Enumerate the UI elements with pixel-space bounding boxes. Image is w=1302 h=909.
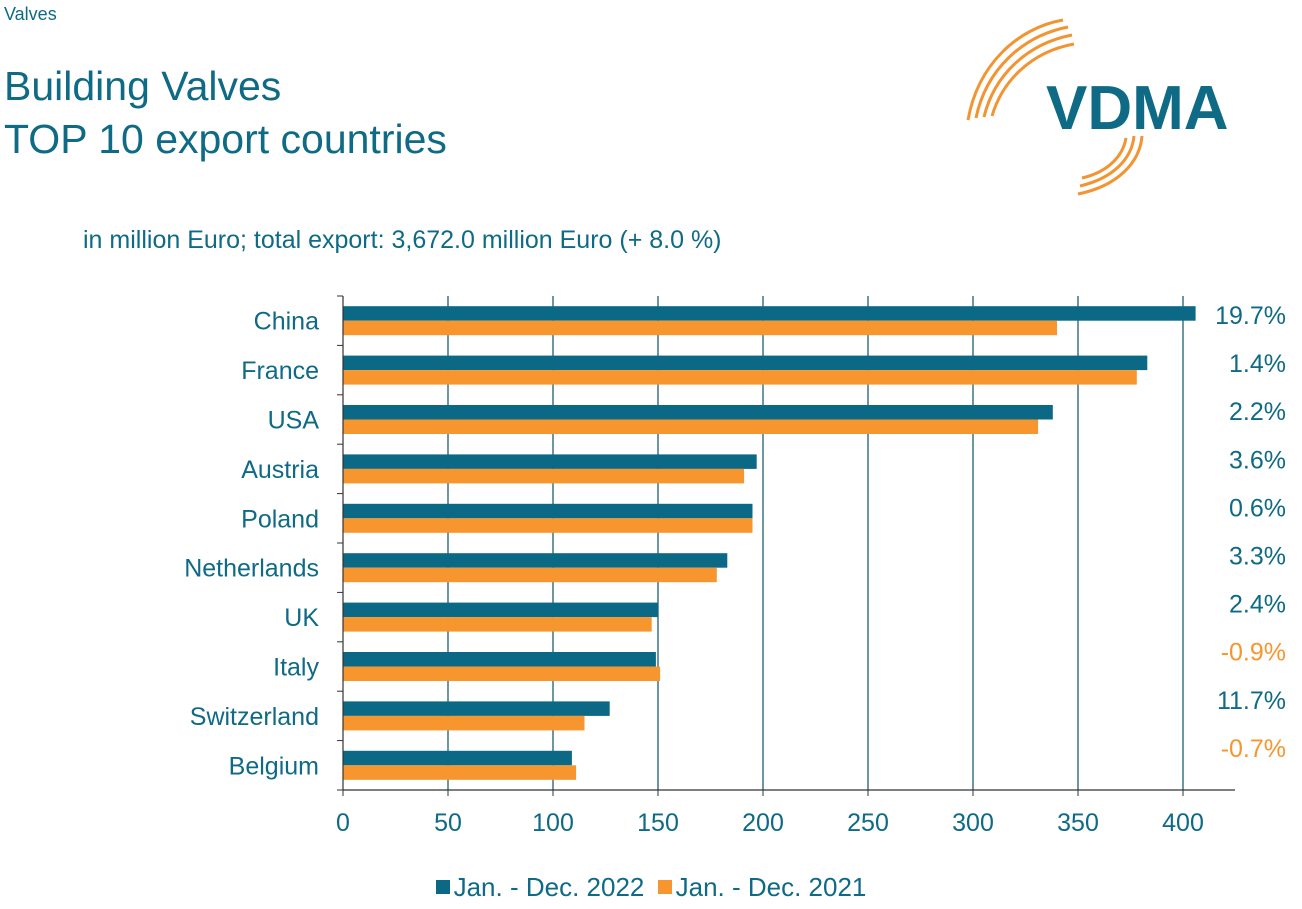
legend-item-2021: Jan. - Dec. 2021 (657, 871, 867, 903)
category-label-netherlands: Netherlands (184, 555, 319, 583)
x-tick-label-0: 0 (336, 809, 350, 837)
bar-2022-usa (343, 405, 1053, 420)
change-label-uk: 2.4% (1229, 591, 1286, 619)
bar-2022-belgium (343, 750, 572, 766)
chart-subtitle: in million Euro; total export: 3,672.0 m… (83, 226, 722, 254)
title-line-2: TOP 10 export countries (4, 116, 447, 162)
x-tick-label-200: 200 (742, 809, 784, 837)
bar-2021-italy (343, 666, 661, 681)
bar-2021-usa (343, 419, 1039, 434)
change-label-belgium: -0.7% (1221, 735, 1286, 763)
bar-2022-uk (343, 602, 658, 618)
x-tick-label-150: 150 (637, 809, 679, 837)
change-label-france: 1.4% (1229, 350, 1286, 378)
change-label-austria: 3.6% (1229, 446, 1286, 474)
x-tick-label-400: 400 (1162, 809, 1204, 837)
bar-2022-switzerland (343, 701, 610, 716)
category-label-austria: Austria (241, 456, 319, 484)
category-label-italy: Italy (273, 654, 319, 682)
bar-2021-switzerland (343, 715, 585, 731)
x-tick-label-50: 50 (434, 809, 462, 837)
bar-2022-italy (343, 652, 656, 667)
change-label-poland: 0.6% (1229, 494, 1286, 522)
x-tick-label-350: 350 (1057, 809, 1099, 837)
section-label: Valves (4, 4, 57, 24)
category-label-uk: UK (284, 604, 319, 632)
x-tick-label-300: 300 (952, 809, 994, 837)
bar-2022-france (343, 355, 1148, 371)
legend-swatch-2021 (657, 880, 672, 894)
bar-2022-austria (343, 454, 757, 469)
bar-2021-france (343, 370, 1137, 385)
change-label-china: 19.7% (1215, 302, 1286, 330)
chart-legend: Jan. - Dec. 2022 Jan. - Dec. 2021 (0, 870, 1302, 903)
category-label-usa: USA (268, 407, 320, 435)
category-label-belgium: Belgium (229, 752, 319, 780)
x-tick-label-250: 250 (847, 809, 889, 837)
x-tick-label-100: 100 (532, 809, 574, 837)
page-title: Building Valves TOP 10 export countries (4, 60, 447, 166)
bar-2021-belgium (343, 765, 577, 780)
change-label-netherlands: 3.3% (1229, 543, 1286, 571)
bar-2021-china (343, 320, 1057, 336)
category-label-switzerland: Switzerland (190, 703, 319, 731)
bar-2022-netherlands (343, 553, 728, 568)
bar-2022-china (343, 306, 1196, 321)
change-label-italy: -0.9% (1221, 639, 1286, 667)
legend-label-2022: Jan. - Dec. 2022 (453, 871, 645, 902)
title-line-1: Building Valves (4, 63, 282, 109)
legend-item-2022: Jan. - Dec. 2022 (435, 871, 645, 903)
category-label-china: China (254, 308, 319, 336)
category-label-poland: Poland (241, 505, 319, 533)
legend-label-2021: Jan. - Dec. 2021 (675, 871, 867, 902)
change-label-usa: 2.2% (1229, 398, 1286, 426)
logo-text: VDMA (1046, 74, 1229, 143)
bar-2021-netherlands (343, 567, 717, 583)
bar-2021-poland (343, 518, 753, 533)
change-label-switzerland: 11.7% (1217, 687, 1286, 715)
bar-2021-uk (343, 617, 652, 632)
bar-2021-austria (343, 468, 745, 484)
category-label-france: France (241, 357, 319, 385)
vdma-logo: VDMA (966, 18, 1229, 196)
legend-swatch-2022 (435, 880, 450, 894)
bar-2022-poland (343, 503, 753, 519)
